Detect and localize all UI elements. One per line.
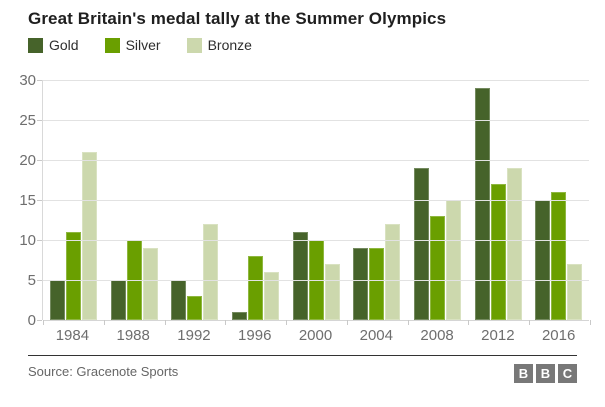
legend-item-bronze: Bronze bbox=[186, 37, 252, 53]
gridline-5 bbox=[43, 280, 589, 281]
x-axis-label-1996: 1996 bbox=[238, 327, 272, 344]
y-tick bbox=[37, 320, 42, 321]
bar-gold-2012 bbox=[474, 88, 490, 320]
bar-silver-1996 bbox=[247, 256, 263, 320]
legend-label: Gold bbox=[49, 37, 79, 53]
bar-bronze-2012 bbox=[506, 168, 522, 320]
gridline-10 bbox=[43, 240, 589, 241]
y-axis-label: 5 bbox=[27, 272, 36, 289]
legend-label: Silver bbox=[125, 37, 161, 53]
bar-gold-1984 bbox=[49, 280, 65, 320]
x-axis-label-2016: 2016 bbox=[541, 327, 576, 344]
y-tick bbox=[37, 280, 42, 281]
x-tick bbox=[590, 320, 591, 325]
x-axis-label-1992: 1992 bbox=[177, 327, 211, 344]
gridline-20 bbox=[43, 160, 589, 161]
bbc-logo-letter: B bbox=[514, 364, 533, 383]
x-axis-label-2004: 2004 bbox=[359, 327, 393, 344]
bar-bronze-1996 bbox=[263, 272, 279, 320]
y-tick bbox=[37, 200, 42, 201]
bar-silver-2008 bbox=[429, 216, 445, 320]
legend-swatch-gold bbox=[28, 37, 43, 53]
x-tick bbox=[225, 320, 227, 325]
bar-bronze-1988 bbox=[142, 248, 158, 320]
x-axis-label-1984: 1984 bbox=[55, 327, 90, 344]
x-tick bbox=[164, 320, 166, 325]
bar-group-1992 bbox=[164, 80, 225, 320]
source-label: Source: Gracenote Sports bbox=[28, 364, 179, 379]
bar-silver-2004 bbox=[369, 248, 385, 320]
y-tick bbox=[37, 240, 42, 241]
bar-group-2008 bbox=[407, 80, 468, 320]
x-tick bbox=[286, 320, 288, 325]
bar-bronze-2000 bbox=[324, 264, 340, 320]
bar-bronze-1984 bbox=[81, 152, 97, 320]
bar-gold-2000 bbox=[292, 232, 308, 320]
bar-gold-1992 bbox=[171, 280, 187, 320]
y-tick bbox=[37, 80, 42, 81]
bbc-logo-letter: C bbox=[558, 364, 577, 383]
x-axis: 1984 1988 1992 1996 2000 2004 2008 2012 2016 bbox=[42, 327, 589, 344]
y-axis-label: 20 bbox=[19, 152, 36, 169]
plot-area bbox=[37, 80, 591, 325]
bar-group-1996 bbox=[225, 80, 286, 320]
bar-silver-2016 bbox=[551, 192, 567, 320]
bar-gold-2008 bbox=[413, 168, 429, 320]
x-axis-label-2012: 2012 bbox=[481, 327, 515, 344]
y-axis-label: 25 bbox=[19, 112, 36, 129]
bar-group-2016 bbox=[528, 80, 589, 320]
x-tick bbox=[529, 320, 531, 325]
x-tick bbox=[43, 320, 44, 325]
x-axis-label-2000: 2000 bbox=[298, 327, 333, 344]
bbc-logo-letter: B bbox=[536, 364, 555, 383]
x-tick bbox=[468, 320, 470, 325]
bar-group-1984 bbox=[43, 80, 104, 320]
bar-bronze-2008 bbox=[445, 200, 461, 320]
bar-silver-1992 bbox=[187, 296, 203, 320]
y-axis-label: 15 bbox=[19, 192, 36, 209]
y-axis-label: 0 bbox=[27, 312, 36, 329]
legend-swatch-silver bbox=[104, 37, 120, 53]
chart-area: Great Britain's medal tally at the Summe… bbox=[19, 9, 591, 344]
bar-gold-1988 bbox=[110, 280, 126, 320]
bar-groups bbox=[43, 80, 589, 320]
legend-item-gold: Gold bbox=[28, 37, 79, 53]
gridline-0 bbox=[43, 320, 589, 321]
y-axis-label: 30 bbox=[19, 72, 36, 89]
legend: Gold Silver Bronze bbox=[28, 37, 252, 53]
x-axis-label-1988: 1988 bbox=[116, 327, 150, 344]
x-tick bbox=[407, 320, 409, 325]
bar-bronze-2004 bbox=[385, 224, 401, 320]
x-tick bbox=[346, 320, 348, 325]
x-tick bbox=[103, 320, 105, 325]
gridline-25 bbox=[43, 120, 589, 121]
bar-bronze-1992 bbox=[203, 224, 219, 320]
bar-group-2012 bbox=[468, 80, 529, 320]
bar-silver-1984 bbox=[65, 232, 81, 320]
bar-group-1988 bbox=[104, 80, 165, 320]
legend-label: Bronze bbox=[207, 37, 252, 53]
gridline-30 bbox=[43, 80, 589, 81]
chart-title: Great Britain's medal tally at the Summe… bbox=[28, 9, 447, 28]
bar-gold-2016 bbox=[535, 200, 551, 320]
x-axis-label-2008: 2008 bbox=[420, 327, 454, 344]
y-tick bbox=[37, 160, 42, 161]
gridline-15 bbox=[43, 200, 589, 201]
y-axis-label: 10 bbox=[19, 232, 36, 249]
legend-swatch-bronze bbox=[186, 37, 202, 53]
bar-silver-2012 bbox=[490, 184, 506, 320]
bar-gold-2004 bbox=[353, 248, 369, 320]
y-tick bbox=[37, 120, 42, 121]
bar-group-2004 bbox=[346, 80, 407, 320]
bar-gold-1996 bbox=[231, 312, 247, 320]
legend-item-silver: Silver bbox=[104, 37, 161, 53]
bar-bronze-2016 bbox=[567, 264, 583, 320]
footer-divider bbox=[28, 355, 577, 356]
